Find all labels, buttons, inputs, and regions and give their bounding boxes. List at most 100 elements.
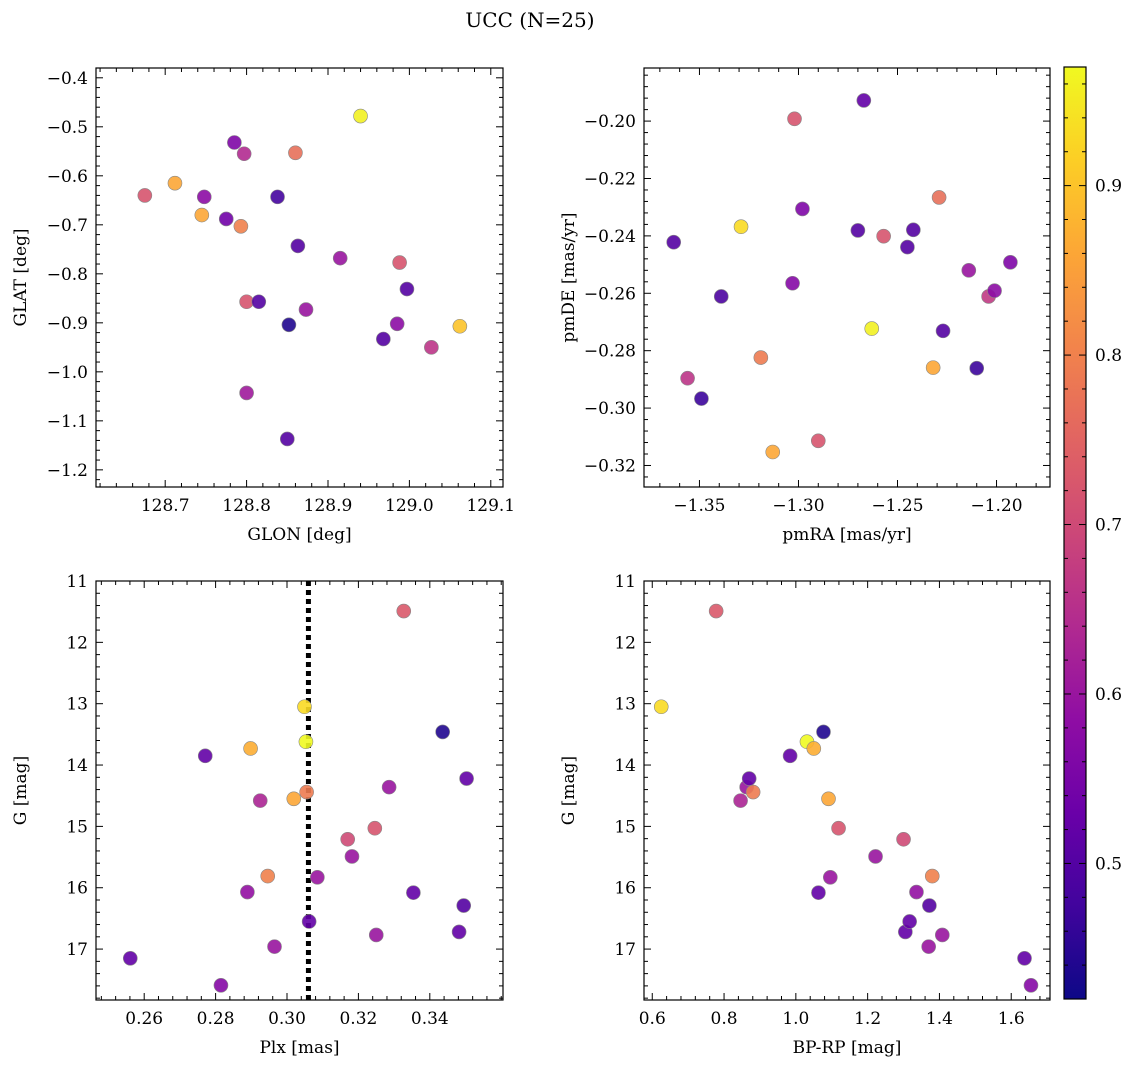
y-tick-label: −0.24 — [584, 227, 636, 247]
scatter-point — [197, 748, 213, 764]
x-tick-label: 1.4 — [926, 1009, 953, 1029]
scatter-point — [1023, 977, 1039, 993]
y-tick-label: 17 — [66, 940, 88, 960]
scatter-point — [392, 255, 407, 270]
scatter-point — [653, 699, 669, 715]
scatter-point — [332, 250, 348, 266]
scatter-point — [243, 741, 258, 756]
y-tick-label: 15 — [66, 817, 88, 837]
y-tick-label: −0.9 — [47, 314, 88, 334]
scatter-point — [297, 699, 312, 715]
scatter-point — [367, 820, 383, 836]
axes-frame — [643, 67, 1051, 488]
scatter-point — [340, 831, 355, 847]
y-tick-label: −0.4 — [47, 69, 88, 89]
scatter-point — [961, 263, 977, 278]
y-tick-label: 12 — [66, 633, 88, 653]
scatter-point — [310, 870, 325, 885]
scatter-point — [122, 950, 138, 966]
scatter-point — [902, 914, 917, 929]
scatter-point — [1003, 254, 1018, 270]
x-tick-label: −1.25 — [871, 496, 923, 516]
x-tick-label: 0.30 — [268, 1009, 306, 1029]
x-tick-label: 0.26 — [125, 1009, 163, 1029]
scatter-point — [270, 189, 285, 205]
x-tick-label: 1.6 — [998, 1009, 1025, 1029]
scatter-point — [301, 914, 317, 929]
panel-pmra-pmde: −1.35 −1.30 −1.25 −1.20 −0.32 −0.30 −0.28 −0.26… — [559, 67, 1051, 545]
scatter-point — [924, 868, 940, 884]
scatter-point — [288, 145, 303, 161]
x-tick-label: 1.2 — [854, 1009, 881, 1029]
x-axis-label: Plx [mas] — [259, 1038, 339, 1058]
scatter-point — [896, 831, 911, 847]
scatter-point — [137, 188, 153, 203]
scatter-point — [935, 927, 950, 943]
scatter-point — [782, 748, 798, 764]
x-tick-label: 0.34 — [411, 1009, 449, 1029]
scatter-point — [251, 294, 267, 310]
scatter-point — [694, 391, 709, 406]
x-tick-label: −1.30 — [772, 496, 824, 516]
scatter-point — [389, 316, 405, 332]
y-axis-label: G [mag] — [11, 756, 31, 825]
y-axis-label: G [mag] — [559, 756, 579, 825]
axes-frame — [643, 580, 1051, 1001]
scatter-point — [456, 898, 472, 913]
y-tick-label: −0.6 — [47, 167, 88, 187]
scatter-point — [267, 939, 282, 954]
scatter-point — [856, 93, 872, 108]
scatter-point — [713, 289, 729, 304]
marks-bprp-g — [653, 603, 1039, 993]
scatter-point — [666, 234, 682, 250]
scatter-point — [987, 283, 1002, 299]
colorbar-tick-label: 0.9 — [1095, 177, 1122, 197]
x-tick-label: 128.8 — [222, 496, 271, 516]
scatter-point — [353, 108, 368, 124]
scatter-point — [765, 444, 781, 460]
scatter-point — [708, 603, 724, 619]
scatter-point — [753, 350, 769, 365]
scatter-point — [167, 175, 183, 191]
panel-glon-glat: 128.7 128.8 128.9 129.0 129.1 −1.2 −1.1 −1.0 −0.… — [11, 67, 515, 545]
scatter-point — [299, 784, 314, 800]
y-tick-label: −0.20 — [584, 112, 636, 132]
scatter-point — [233, 218, 249, 234]
y-tick-label: −1.2 — [47, 461, 88, 481]
y-tick-label: −0.30 — [584, 399, 636, 419]
y-tick-label: −0.7 — [47, 216, 88, 236]
y-tick-label: 14 — [614, 756, 636, 776]
scatter-point — [290, 238, 306, 254]
scatter-point — [810, 433, 826, 449]
scatter-point — [239, 385, 254, 401]
scatter-point — [260, 868, 276, 884]
scatter-point — [381, 779, 397, 795]
scatter-point — [785, 275, 800, 291]
scatter-point — [368, 927, 384, 943]
scatter-point — [741, 771, 757, 786]
y-tick-label: 17 — [614, 940, 636, 960]
y-tick-label: −0.28 — [584, 342, 636, 362]
x-tick-label: −1.20 — [970, 496, 1022, 516]
scatter-point — [396, 603, 412, 619]
y-tick-label: −0.32 — [584, 456, 636, 476]
marks-plx-g — [122, 581, 474, 1000]
colorbar-tick-label: 0.8 — [1095, 346, 1122, 366]
colorbar-tick-label: 0.5 — [1095, 854, 1122, 874]
y-axis-label: pmDE [mas/yr] — [559, 212, 579, 342]
y-tick-label: 14 — [66, 756, 88, 776]
panels: 128.7 128.8 128.9 129.0 129.1 −1.2 −1.1 −1.0 −0.… — [11, 67, 1051, 1058]
y-tick-label: 16 — [66, 879, 88, 899]
y-tick-label: −0.26 — [584, 284, 636, 304]
scatter-point — [806, 741, 822, 756]
scatter-point — [922, 898, 937, 913]
scatter-point — [906, 222, 921, 238]
scatter-point — [900, 239, 915, 255]
scatter-point — [925, 360, 941, 375]
scatter-point — [811, 885, 826, 900]
x-tick-label: −1.35 — [673, 496, 725, 516]
scatter-point — [435, 724, 450, 740]
scatter-point — [935, 323, 951, 339]
